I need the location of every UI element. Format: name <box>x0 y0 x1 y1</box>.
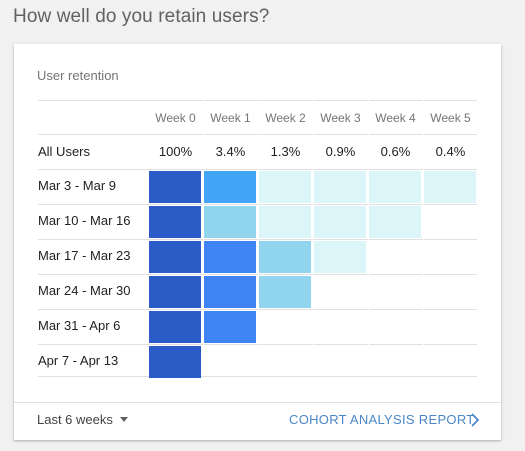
retention-cell[interactable] <box>314 206 366 238</box>
retention-cell[interactable] <box>314 241 366 273</box>
retention-percent: 3.4% <box>215 144 246 159</box>
retention-cell[interactable] <box>149 241 201 273</box>
retention-percent: 0.9% <box>325 144 356 159</box>
retention-cell[interactable] <box>149 206 201 238</box>
retention-cell[interactable] <box>369 171 421 203</box>
grid-divider <box>423 100 424 376</box>
week-header: Week 2 <box>265 111 306 125</box>
retention-cell[interactable] <box>259 206 311 238</box>
cohort-analysis-report-link[interactable]: COHORT ANALYSIS REPORT <box>289 412 475 427</box>
week-header: Week 3 <box>320 111 361 125</box>
cohort-label: Mar 10 - Mar 16 <box>38 213 131 228</box>
retention-cell[interactable] <box>424 171 476 203</box>
week-header: Week 0 <box>155 111 196 125</box>
retention-cell[interactable] <box>314 171 366 203</box>
week-header: Week 5 <box>430 111 471 125</box>
all-users-label: All Users <box>38 144 91 159</box>
grid-line <box>38 204 477 205</box>
retention-cell[interactable] <box>369 206 421 238</box>
grid-divider <box>258 100 259 376</box>
date-range-label: Last 6 weeks <box>37 412 113 427</box>
retention-cell[interactable] <box>204 241 256 273</box>
cohort-label: Mar 17 - Mar 23 <box>38 248 131 263</box>
grid-divider <box>368 100 369 376</box>
footer-divider <box>14 402 501 403</box>
grid-line <box>38 100 477 101</box>
cohort-label: Apr 7 - Apr 13 <box>38 353 119 368</box>
grid-line <box>38 309 477 310</box>
caret-down-icon <box>119 417 128 422</box>
retention-cell[interactable] <box>149 276 201 308</box>
retention-percent: 1.3% <box>270 144 301 159</box>
retention-cell[interactable] <box>204 206 256 238</box>
retention-cell[interactable] <box>204 171 256 203</box>
grid-line <box>38 239 477 240</box>
user-retention-card: User retention <box>14 44 501 440</box>
grid-line <box>38 376 477 377</box>
grid-line <box>38 344 477 345</box>
cohort-label: Mar 31 - Apr 6 <box>38 318 121 333</box>
retention-percent: 100% <box>158 144 193 159</box>
retention-cell[interactable] <box>259 241 311 273</box>
cohort-label: Mar 3 - Mar 9 <box>38 178 117 193</box>
retention-cell[interactable] <box>149 171 201 203</box>
week-header: Week 1 <box>210 111 251 125</box>
grid-line <box>38 274 477 275</box>
week-header: Week 4 <box>375 111 416 125</box>
date-range-dropdown[interactable]: Last 6 weeks <box>37 412 128 427</box>
grid-divider <box>203 100 204 376</box>
retention-percent: 0.4% <box>435 144 466 159</box>
page-title: How well do you retain users? <box>13 6 270 27</box>
grid-line <box>38 169 477 170</box>
retention-percent: 0.6% <box>380 144 411 159</box>
retention-cell[interactable] <box>149 346 201 378</box>
retention-cell[interactable] <box>149 311 201 343</box>
chevron-right-icon[interactable] <box>470 413 480 427</box>
cohort-label: Mar 24 - Mar 30 <box>38 283 131 298</box>
retention-cell[interactable] <box>259 276 311 308</box>
retention-cell[interactable] <box>204 276 256 308</box>
card-title: User retention <box>37 68 119 83</box>
grid-line <box>38 134 477 135</box>
retention-cell[interactable] <box>259 171 311 203</box>
grid-divider <box>313 100 314 376</box>
retention-cell[interactable] <box>204 311 256 343</box>
